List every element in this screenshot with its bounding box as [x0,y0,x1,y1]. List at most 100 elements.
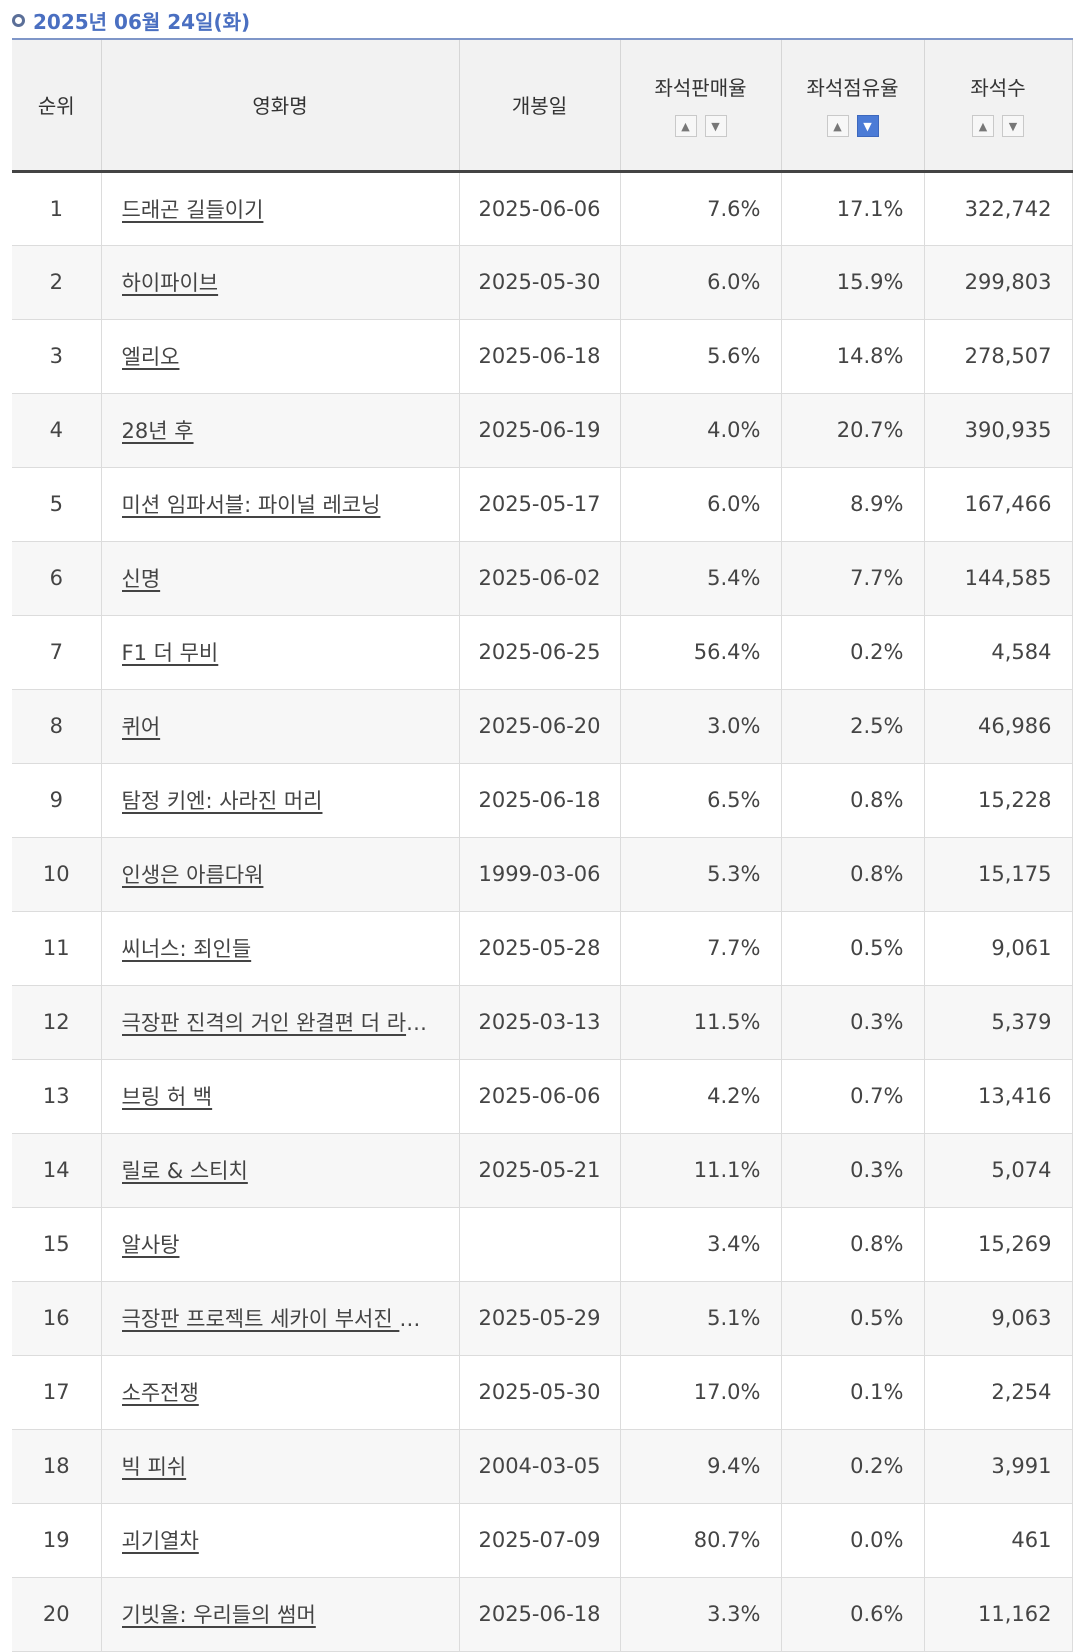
sort-desc-icon[interactable]: ▼ [704,115,727,138]
table-row: 14 릴로 & 스티치 2025-05-21 11.1% 0.3% 5,074 [12,1133,1073,1208]
movie-title-link[interactable]: 소주전쟁 [121,1381,199,1405]
seats-cell: 461 [923,1503,1072,1578]
rank-cell: 11 [12,911,101,986]
movie-title-link[interactable]: 릴로 & 스티치 [121,1159,248,1183]
seats-cell: 5,379 [923,985,1072,1060]
movie-title-link[interactable]: 신명 [121,567,161,591]
column-header-rank: 순위 [12,38,101,173]
movie-title-link[interactable]: 미션 임파서블: 파이널 레코닝 [121,493,381,517]
rank-cell: 18 [12,1429,101,1504]
movie-title-link[interactable]: F1 더 무비 [121,641,219,665]
sort-asc-icon[interactable]: ▲ [826,115,849,138]
circle-bullet-icon [12,13,25,27]
sales-rate-cell: 17.0% [619,1355,781,1430]
rank-cell: 14 [12,1133,101,1208]
movie-title-link[interactable]: 기빗올: 우리들의 썸머 [121,1603,316,1627]
sales-rate-cell: 56.4% [619,615,781,690]
movie-title-link[interactable]: 빅 피쉬 [121,1455,187,1479]
title-cell: 엘리오 [100,319,459,394]
rank-cell: 12 [12,985,101,1060]
rank-cell: 10 [12,837,101,912]
sales-rate-cell: 5.6% [619,319,781,394]
rank-cell: 4 [12,393,101,468]
title-cell: 알사탕 [100,1207,459,1282]
open-date-cell: 2025-05-17 [458,467,620,542]
movie-title-link[interactable]: 알사탕 [121,1233,180,1257]
sales-rate-cell: 9.4% [619,1429,781,1504]
rank-cell: 9 [12,763,101,838]
title-cell: 빅 피쉬 [100,1429,459,1504]
title-cell: 드래곤 길들이기 [100,171,459,246]
title-cell: 하이파이브 [100,245,459,320]
table-row: 15 알사탕 3.4% 0.8% 15,269 [12,1207,1073,1282]
seats-cell: 46,986 [923,689,1072,764]
sales-rate-cell: 7.7% [619,911,781,986]
movie-title-link[interactable]: 극장판 진격의 거인 완결편 더 라스… [121,1011,439,1035]
movie-title-link[interactable]: 씨너스: 죄인들 [121,937,252,961]
header-row: 순위 영화명 개봉일 좌석판매율 ▲ ▼ 좌석점유율 [12,38,1073,173]
seats-cell: 13,416 [923,1059,1072,1134]
title-cell: 인생은 아름다워 [100,837,459,912]
seats-cell: 3,991 [923,1429,1072,1504]
table-row: 7 F1 더 무비 2025-06-25 56.4% 0.2% 4,584 [12,615,1073,690]
title-cell: 릴로 & 스티치 [100,1133,459,1208]
sort-asc-icon[interactable]: ▲ [972,115,994,138]
open-date-cell: 2025-06-25 [458,615,620,690]
column-header-title: 영화명 [100,38,459,173]
movie-title-link[interactable]: 드래곤 길들이기 [121,197,264,222]
title-cell: 극장판 진격의 거인 완결편 더 라스… [100,985,459,1060]
seats-header-label: 좌석수 [970,76,1026,101]
rank-cell: 7 [12,615,101,690]
seats-cell: 390,935 [923,393,1072,468]
rank-cell: 20 [12,1577,101,1652]
table-row: 12 극장판 진격의 거인 완결편 더 라스… 2025-03-13 11.5%… [12,985,1073,1060]
rank-cell: 5 [12,467,101,542]
share-rate-cell: 0.2% [780,615,924,690]
open-date-cell: 2025-06-20 [458,689,620,764]
sales-rate-cell: 6.0% [619,245,781,320]
share-rate-cell: 0.3% [780,985,924,1060]
rank-cell: 1 [12,171,101,246]
open-date-cell: 2025-05-30 [458,245,620,320]
movie-title-link[interactable]: 인생은 아름다워 [121,863,264,887]
rank-cell: 8 [12,689,101,764]
seats-cell: 144,585 [923,541,1072,616]
table-row: 9 탐정 키엔: 사라진 머리 2025-06-18 6.5% 0.8% 15,… [12,763,1073,838]
sales-rate-cell: 4.0% [619,393,781,468]
open-date-cell: 2025-06-18 [458,319,620,394]
open-date-cell: 2025-06-19 [458,393,620,468]
column-header-open-date: 개봉일 [458,38,620,173]
share-rate-cell: 0.8% [780,1207,924,1282]
table-row: 13 브링 허 백 2025-06-06 4.2% 0.7% 13,416 [12,1059,1073,1134]
share-rate-cell: 2.5% [780,689,924,764]
movie-title-link[interactable]: 탐정 키엔: 사라진 머리 [121,789,323,813]
sales-rate-cell: 5.3% [619,837,781,912]
movie-title-link[interactable]: 극장판 프로젝트 세카이 부서진 세… [121,1307,439,1331]
sort-desc-active-icon[interactable]: ▼ [856,115,879,138]
seats-cell: 15,175 [923,837,1072,912]
share-rate-cell: 8.9% [780,467,924,542]
movie-title-link[interactable]: 퀴어 [121,715,161,739]
movie-title-link[interactable]: 브링 허 백 [121,1085,213,1109]
title-cell: 퀴어 [100,689,459,764]
movie-title-link[interactable]: 28년 후 [121,419,194,443]
movie-title-link[interactable]: 괴기열차 [121,1529,199,1553]
movie-title-link[interactable]: 하이파이브 [121,271,219,295]
table-row: 18 빅 피쉬 2004-03-05 9.4% 0.2% 3,991 [12,1429,1073,1504]
sales-rate-sort-controls: ▲ ▼ [621,115,781,138]
seats-cell: 4,584 [923,615,1072,690]
title-cell: 소주전쟁 [100,1355,459,1430]
sort-desc-icon[interactable]: ▼ [1002,115,1024,138]
sales-rate-cell: 5.1% [619,1281,781,1356]
share-rate-cell: 17.1% [780,171,924,246]
share-rate-cell: 0.3% [780,1133,924,1208]
table-row: 19 괴기열차 2025-07-09 80.7% 0.0% 461 [12,1503,1073,1578]
table-row: 4 28년 후 2025-06-19 4.0% 20.7% 390,935 [12,393,1073,468]
movie-title-link[interactable]: 엘리오 [121,345,180,369]
title-cell: 탐정 키엔: 사라진 머리 [100,763,459,838]
rank-cell: 16 [12,1281,101,1356]
sales-rate-cell: 5.4% [619,541,781,616]
sort-asc-icon[interactable]: ▲ [674,115,697,138]
open-date-cell: 2004-03-05 [458,1429,620,1504]
seats-cell: 11,162 [923,1577,1072,1652]
